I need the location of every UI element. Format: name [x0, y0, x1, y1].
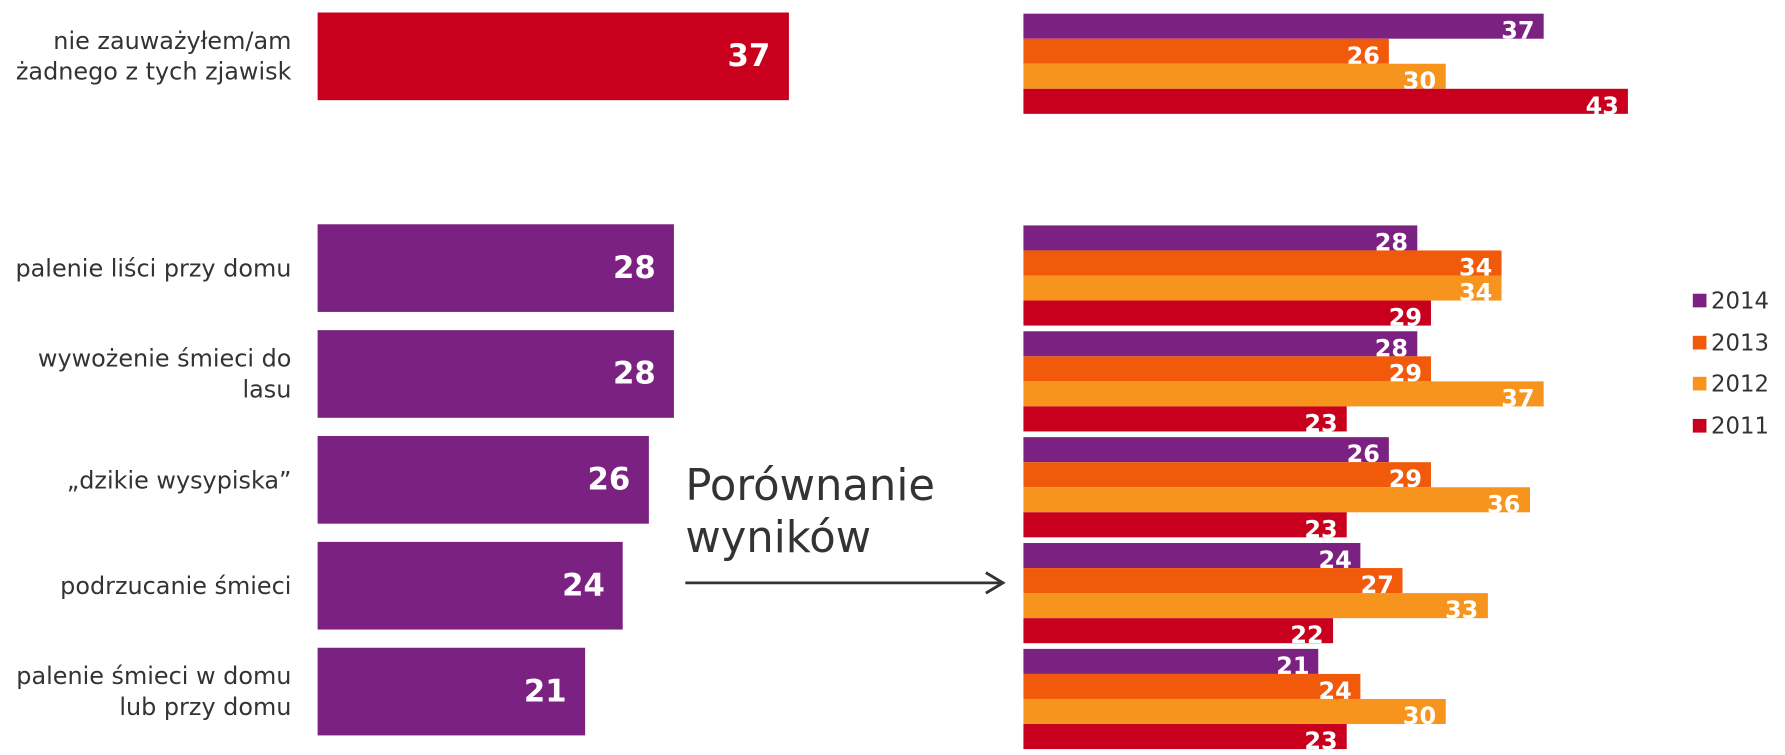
legend-swatch	[1692, 335, 1707, 350]
value-label: 30	[1402, 702, 1437, 730]
value-label: 29	[1388, 359, 1423, 388]
legend-label: 2014	[1711, 286, 1769, 315]
value-label: 27	[1360, 571, 1394, 599]
bar: 37	[317, 12, 789, 101]
bar: 29	[1023, 356, 1432, 385]
legend-label: 2013	[1711, 328, 1769, 356]
value-label: 34	[1459, 278, 1493, 307]
legend-item: 2012	[1692, 370, 1769, 398]
category-label: podrzucanie śmieci	[60, 572, 292, 600]
legend-label: 2011	[1711, 412, 1769, 440]
value-label: 37	[1501, 17, 1535, 45]
legend-item: 2011	[1692, 412, 1769, 440]
annotation: Porównanie wyników	[685, 459, 935, 563]
bar: 37	[1023, 381, 1544, 410]
value-label: 29	[1388, 303, 1423, 332]
bar: 28	[1023, 331, 1418, 360]
bar: 37	[1023, 13, 1544, 45]
value-label: 34	[1459, 253, 1493, 282]
value-label: 36	[1487, 490, 1521, 518]
value-label: 30	[1402, 67, 1437, 95]
value-label: 24	[1318, 546, 1352, 574]
bar: 21	[317, 647, 585, 736]
value-label: 37	[727, 38, 771, 74]
bar: 26	[317, 436, 649, 524]
bar: 22	[1023, 618, 1333, 647]
bar: 24	[1023, 673, 1361, 703]
legend-label: 2012	[1711, 370, 1769, 398]
value-label: 26	[1346, 440, 1380, 468]
value-label: 28	[1374, 228, 1408, 257]
value-label: 22	[1290, 621, 1324, 649]
bar: 28	[317, 224, 674, 312]
bar: 43	[1023, 88, 1628, 120]
value-label: 37	[1501, 384, 1535, 413]
bar: 23	[1023, 512, 1347, 541]
legend-item: 2013	[1692, 328, 1769, 356]
bar: 34	[1023, 275, 1502, 305]
value-label: 29	[1388, 465, 1423, 493]
value-label: 28	[1374, 334, 1408, 363]
bar: 24	[1023, 543, 1361, 572]
bar: 36	[1023, 487, 1530, 516]
value-label: 26	[1346, 42, 1380, 70]
legend-swatch	[1692, 293, 1707, 308]
value-label: 24	[1318, 677, 1352, 705]
value-label: 23	[1304, 409, 1338, 438]
bar: 26	[1023, 437, 1389, 466]
bar: 27	[1023, 568, 1404, 597]
category-label: wywożenie śmieci do lasu	[37, 344, 292, 403]
value-label: 43	[1585, 92, 1619, 120]
category-label: „dzikie wysypiska”	[66, 466, 292, 494]
bar: 24	[317, 541, 624, 630]
category-label: nie zauważyłem/am żadnego z tych zjawisk	[15, 27, 292, 86]
bar: 26	[1023, 38, 1389, 70]
value-label: 28	[612, 356, 656, 392]
legend-swatch	[1692, 377, 1707, 391]
arrow-head	[985, 571, 1006, 595]
value-label: 23	[1304, 727, 1338, 755]
value-label: 26	[587, 462, 631, 498]
value-label: 21	[1276, 652, 1310, 680]
bar: 34	[1023, 250, 1502, 279]
value-label: 23	[1304, 515, 1338, 544]
bar: 23	[1023, 406, 1347, 435]
bar: 30	[1023, 63, 1446, 95]
bar: 23	[1023, 724, 1347, 753]
bar: 30	[1023, 698, 1446, 728]
value-label: 33	[1444, 596, 1479, 624]
value-label: 28	[612, 250, 656, 286]
legend-swatch	[1692, 419, 1707, 433]
bar: 28	[317, 330, 674, 418]
category-label: palenie śmieci w domu lub przy domu	[16, 662, 292, 721]
bar: 29	[1023, 462, 1432, 491]
legend-item: 2014	[1692, 286, 1769, 315]
value-label: 24	[562, 568, 605, 604]
value-label: 21	[523, 673, 567, 710]
bar: 21	[1023, 648, 1319, 678]
bar: 29	[1023, 300, 1432, 332]
bar: 33	[1023, 593, 1488, 622]
bar: 28	[1023, 225, 1418, 254]
category-label: palenie liści przy domu	[15, 254, 292, 282]
